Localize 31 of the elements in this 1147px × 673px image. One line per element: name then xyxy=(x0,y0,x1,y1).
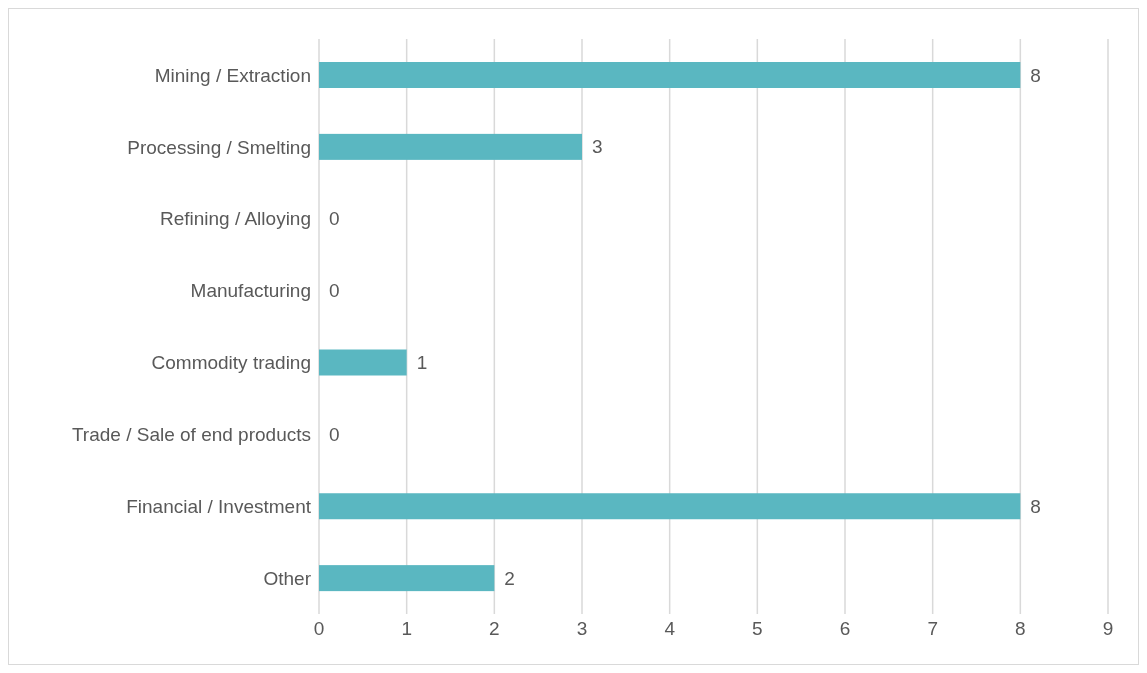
data-label: 1 xyxy=(416,352,428,373)
data-label: 8 xyxy=(1030,495,1041,517)
y-tick-label: Commodity trading xyxy=(151,352,311,374)
data-label: 0 xyxy=(329,208,340,230)
y-tick-label: Financial / Investment xyxy=(126,495,312,517)
data-label: 2 xyxy=(504,567,515,589)
y-tick-label: Mining / Extraction xyxy=(154,64,311,86)
y-tick-label: Refining / Alloying xyxy=(159,208,311,230)
x-tick-label: 5 xyxy=(752,618,763,640)
x-tick-label: 0 xyxy=(313,618,325,640)
x-tick-label: 1 xyxy=(401,618,412,640)
data-label: 0 xyxy=(329,423,340,445)
bar xyxy=(319,493,1021,520)
y-tick-label: Trade / Sale of end products xyxy=(71,424,311,446)
bar xyxy=(319,62,1021,88)
y-tick-label: Manufacturing xyxy=(190,280,311,302)
data-label: 0 xyxy=(329,280,340,302)
y-tick-label: Processing / Smelting xyxy=(127,136,311,158)
x-tick-label: 2 xyxy=(489,618,500,640)
bar xyxy=(319,133,582,160)
bar xyxy=(319,565,495,592)
x-tick-label: 7 xyxy=(927,618,938,640)
data-label: 8 xyxy=(1030,64,1041,86)
y-tick-label: Other xyxy=(263,567,312,589)
x-tick-label: 6 xyxy=(839,618,851,640)
x-tick-label: 4 xyxy=(664,618,676,640)
bar xyxy=(319,349,407,376)
x-tick-label: 9 xyxy=(1102,618,1114,640)
x-tick-label: 8 xyxy=(1015,618,1026,640)
data-label: 3 xyxy=(592,136,603,158)
x-tick-label: 3 xyxy=(576,618,588,640)
